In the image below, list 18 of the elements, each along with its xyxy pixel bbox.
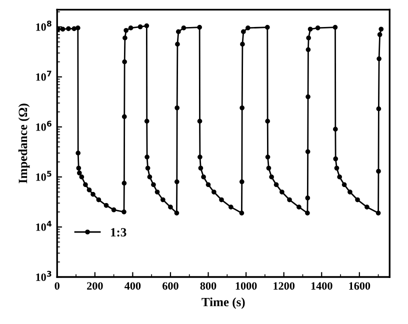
y-tick-label: 10$^{4}$ [36, 220, 52, 231]
x-tick-label: 200 [87, 282, 103, 290]
x-tick-label: 400 [124, 282, 141, 290]
x-tick-label: 600 [162, 282, 178, 290]
x-tick-label: 0 [54, 282, 60, 290]
x-tick-label: 1000 [236, 282, 257, 290]
x-axis-title: Time (s) [202, 298, 245, 309]
y-axis-title: Impedance (Ω) [18, 104, 30, 184]
y-tick-label: 10$^{5}$ [36, 170, 52, 181]
y-tick-label: 10$^{6}$ [36, 120, 52, 131]
y-tick-label: 10$^{3}$ [36, 270, 52, 281]
x-tick-label: 1200 [274, 282, 295, 290]
x-tick-label: 1400 [311, 282, 332, 290]
x-tick-label: 1600 [349, 282, 370, 290]
y-tick-label: 10$^{8}$ [36, 20, 52, 31]
y-tick-label: 10$^{7}$ [36, 70, 52, 81]
x-tick-label: 800 [200, 282, 216, 290]
legend-label: 1:3 [111, 228, 126, 237]
